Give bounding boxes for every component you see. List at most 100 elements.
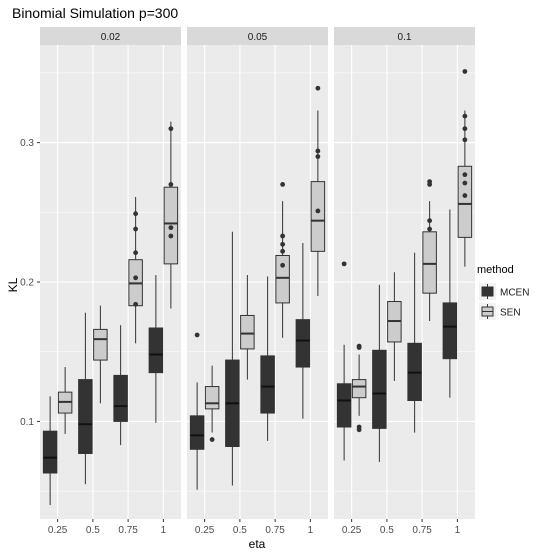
chart-title: Binomial Simulation p=300	[12, 5, 178, 21]
facet-strip-label: 0.02	[101, 32, 121, 43]
box-sen	[128, 196, 143, 344]
outlier-point	[280, 241, 286, 247]
box-sen	[457, 69, 473, 267]
x-tick-label: 0.5	[380, 525, 394, 536]
outlier-point	[315, 85, 321, 91]
y-tick-label: 0.1	[20, 417, 34, 428]
box-mcen	[42, 396, 58, 506]
box-sen	[57, 367, 73, 434]
outlier-point	[462, 137, 468, 143]
facet-strip	[334, 27, 475, 45]
box-iqr	[260, 355, 275, 414]
box-iqr	[310, 181, 326, 252]
box-mcen	[225, 231, 240, 486]
outlier-point	[315, 148, 321, 154]
x-tick-label: 0.25	[48, 525, 68, 536]
box-mcen	[372, 284, 387, 462]
outlier-point	[280, 233, 286, 239]
outlier-point	[280, 182, 286, 187]
box-mcen	[113, 325, 128, 446]
box-iqr	[189, 415, 205, 450]
outlier-point	[280, 262, 286, 268]
box-mcen	[407, 252, 422, 433]
outlier-point	[315, 208, 321, 214]
x-axis-label: eta	[249, 537, 266, 551]
box-sen	[351, 343, 367, 433]
legend: method MCEN SEN	[477, 264, 529, 320]
facet-panel: 0.1 0.25 0.5 0.75 1	[334, 27, 475, 536]
box-sen	[204, 365, 220, 442]
x-tick-label: 0.75	[265, 525, 285, 536]
outlier-point	[315, 154, 321, 159]
outlier-point	[133, 226, 139, 232]
box-mcen	[336, 261, 352, 461]
legend-entry: MCEN	[479, 283, 529, 300]
facet-panels: 0.020.25 0.5 0.75 10.050.25 0.5 0.75 10.10.25 0…	[40, 27, 475, 536]
box-mcen	[148, 275, 164, 423]
outlier-point	[356, 343, 362, 349]
outlier-point	[133, 301, 139, 307]
box-mcen	[295, 242, 311, 419]
x-tick-label: 0.5	[233, 525, 247, 536]
legend-title: method	[477, 264, 514, 276]
outlier-point	[462, 180, 468, 186]
box-iqr	[275, 255, 290, 304]
box-iqr	[336, 383, 352, 428]
y-tick-label: 0.3	[20, 138, 34, 149]
facet-strip	[187, 27, 328, 45]
x-tick-label: 1	[161, 525, 167, 536]
outlier-point	[194, 332, 200, 338]
box-iqr	[351, 379, 367, 399]
outlier-point	[427, 179, 433, 185]
y-axis-label: KL	[6, 277, 20, 292]
box-sen	[310, 85, 326, 296]
outlier-point	[280, 248, 286, 254]
box-sen	[240, 275, 255, 380]
box-sen	[275, 182, 290, 338]
outlier-point	[462, 126, 468, 132]
x-tick-label: 0.25	[195, 525, 215, 536]
x-tick-label: 0.25	[342, 525, 362, 536]
box-sen	[422, 179, 437, 322]
box-iqr	[372, 349, 387, 429]
outlier-point	[168, 225, 174, 231]
box-iqr	[42, 430, 58, 474]
x-tick-label: 1	[455, 525, 461, 536]
outlier-point	[168, 182, 174, 187]
outlier-point	[356, 424, 362, 430]
outlier-point	[209, 437, 215, 442]
outlier-point	[462, 69, 468, 74]
outlier-point	[341, 261, 347, 267]
x-tick-label: 0.75	[118, 525, 138, 536]
box-iqr	[93, 328, 108, 361]
box-sen	[163, 121, 179, 309]
box-mcen	[260, 276, 275, 441]
box-sen	[93, 305, 108, 404]
y-tick-label: 0.2	[20, 278, 34, 289]
box-mcen	[442, 209, 458, 398]
facet-strip	[40, 27, 181, 45]
outlier-point	[427, 218, 433, 224]
box-iqr	[240, 314, 255, 350]
box-iqr	[78, 379, 93, 454]
box-mcen	[78, 312, 93, 485]
box-sen	[387, 272, 402, 381]
box-iqr	[442, 302, 458, 360]
box-iqr	[204, 386, 220, 410]
outlier-point	[168, 233, 174, 239]
outlier-point	[133, 211, 139, 217]
box-iqr	[113, 374, 128, 422]
box-mcen	[189, 332, 205, 490]
x-tick-label: 0.75	[412, 525, 432, 536]
outlier-point	[427, 226, 433, 232]
outlier-point	[168, 126, 174, 132]
outlier-point	[133, 250, 139, 256]
outlier-point	[133, 275, 139, 281]
outlier-point	[462, 193, 468, 198]
outlier-point	[462, 172, 468, 178]
box-iqr	[457, 165, 473, 238]
legend-label: MCEN	[500, 288, 529, 299]
facet-panel: 0.02 0.25 0.5 0.75 1	[40, 27, 181, 536]
box-iqr	[148, 327, 164, 374]
